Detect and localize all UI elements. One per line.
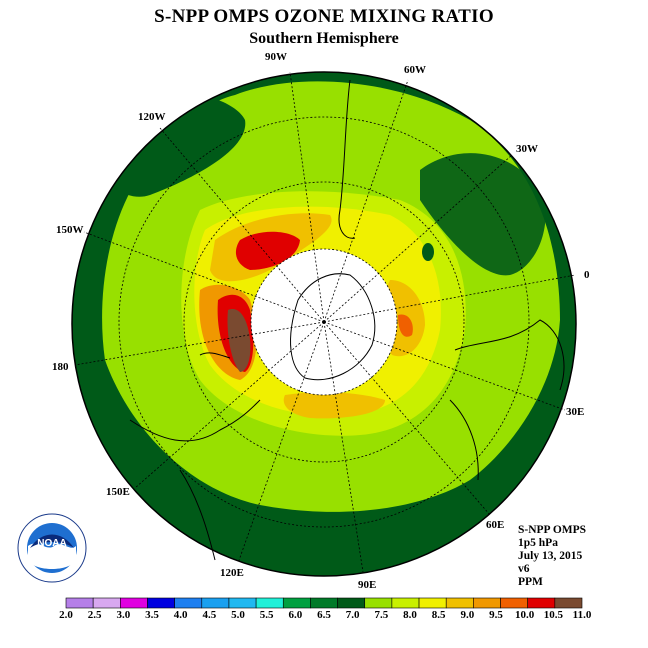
colorbar-swatch (418, 597, 447, 609)
info-block: S-NPP OMPS 1p5 hPa July 13, 2015 v6 PPM (518, 524, 586, 589)
lon-label-30w: 30W (516, 143, 538, 155)
colorbar-swatch (92, 597, 121, 609)
colorbar-tick-label: 7.5 (374, 609, 388, 621)
noaa-logo: NOAA (17, 513, 87, 583)
lon-label-0: 0 (584, 269, 590, 281)
colorbar-tick-label: 6.0 (288, 609, 302, 621)
colorbar-tick-label: 3.5 (145, 609, 159, 621)
colorbar-tick-label: 8.0 (403, 609, 417, 621)
colorbar-tick-label: 5.0 (231, 609, 245, 621)
colorbar-tick-label: 9.5 (489, 609, 503, 621)
colorbar-tick-label: 11.0 (573, 609, 592, 621)
map-border (71, 71, 577, 577)
map-subtitle: Southern Hemisphere (249, 30, 399, 47)
colorbar-swatch (228, 597, 257, 609)
colorbar-swatch (364, 597, 393, 609)
lon-label-30e: 30E (566, 406, 584, 418)
colorbar-swatch (554, 597, 583, 609)
colorbar-tick-label: 7.0 (346, 609, 360, 621)
colorbar-swatch (147, 597, 175, 609)
colorbar-swatch (310, 597, 338, 609)
colorbar-swatch (255, 597, 284, 609)
colorbar-swatch (65, 597, 94, 609)
colorbar-tick-label: 5.5 (260, 609, 274, 621)
colorbar-tick-label: 2.0 (59, 609, 73, 621)
colorbar-tick-label: 8.5 (432, 609, 446, 621)
colorbar-swatch (282, 597, 311, 609)
colorbar-swatch (445, 597, 474, 609)
lon-label-150e: 150E (106, 486, 130, 498)
colorbar-tick-label: 10.0 (515, 609, 535, 621)
lon-label-60e: 60E (486, 519, 504, 531)
colorbar-swatch (174, 597, 203, 609)
lon-label-120e: 120E (220, 567, 244, 579)
graticule (74, 71, 576, 573)
lon-label-60w: 60W (404, 64, 426, 76)
ozone-field (72, 72, 576, 576)
map-title: S-NPP OMPS OZONE MIXING RATIO (154, 6, 494, 27)
info-date: July 13, 2015 (518, 550, 583, 562)
noaa-logo-text: NOAA (37, 538, 66, 549)
info-units: PPM (518, 576, 543, 588)
lon-label-150w: 150W (56, 224, 84, 236)
colorbar-swatch (527, 597, 556, 609)
info-instrument: S-NPP OMPS (518, 524, 587, 536)
colorbar-swatch (391, 597, 420, 609)
colorbar-swatch (201, 597, 230, 609)
lon-label-90e: 90E (358, 579, 376, 591)
coastlines (129, 79, 565, 561)
colorbar-tick-label: 9.0 (460, 609, 474, 621)
info-version: v6 (518, 563, 530, 575)
colorbar-tick-label: 6.5 (317, 609, 331, 621)
colorbar-tick-label: 4.5 (202, 609, 216, 621)
lon-label-120w: 120W (138, 111, 166, 123)
colorbar-swatch (120, 597, 148, 609)
lon-label-180: 180 (52, 361, 69, 373)
colorbar-tick-label: 2.5 (88, 609, 102, 621)
south-pole-marker (322, 320, 326, 324)
colorbar: 2.0 2.5 3.0 3.5 4.0 4.5 5.0 5.5 6.0 6.5 7.0 7.5 8.0 8… (59, 597, 592, 621)
colorbar-tick-label: 4.0 (174, 609, 188, 621)
lon-label-90w: 90W (265, 51, 287, 63)
colorbar-tick-label: 10.5 (544, 609, 564, 621)
colorbar-tick-label: 3.0 (116, 609, 130, 621)
colorbar-swatch (473, 597, 501, 609)
colorbar-swatch (337, 597, 366, 609)
info-level: 1p5 hPa (518, 537, 558, 549)
colorbar-swatch (500, 597, 528, 609)
